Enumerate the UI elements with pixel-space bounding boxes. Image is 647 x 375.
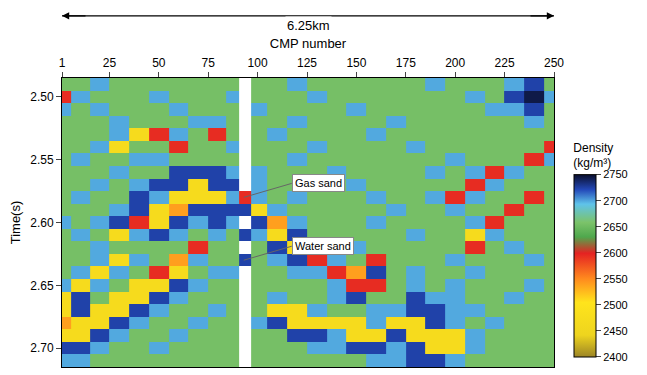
svg-text:2.70: 2.70	[30, 341, 54, 355]
svg-text:Water sand: Water sand	[295, 240, 351, 252]
svg-text:Gas sand: Gas sand	[295, 177, 342, 189]
svg-text:200: 200	[445, 56, 465, 70]
svg-text:2.65: 2.65	[30, 279, 54, 293]
svg-text:175: 175	[396, 56, 416, 70]
svg-text:1: 1	[59, 56, 66, 70]
svg-text:2700: 2700	[603, 195, 627, 207]
svg-text:2450: 2450	[603, 325, 627, 337]
svg-text:25: 25	[103, 56, 117, 70]
svg-text:225: 225	[495, 56, 515, 70]
svg-text:2750: 2750	[603, 168, 627, 180]
svg-text:2.55: 2.55	[30, 153, 54, 167]
svg-text:50: 50	[152, 56, 166, 70]
svg-text:CMP number: CMP number	[270, 36, 347, 51]
svg-text:Density(kg/m³): Density(kg/m³)	[573, 141, 613, 171]
svg-text:2550: 2550	[603, 273, 627, 285]
svg-text:2400: 2400	[603, 351, 627, 363]
svg-text:2650: 2650	[603, 221, 627, 233]
svg-text:100: 100	[248, 56, 268, 70]
svg-text:2.60: 2.60	[30, 216, 54, 230]
svg-text:125: 125	[297, 56, 317, 70]
svg-text:2500: 2500	[603, 299, 627, 311]
svg-text:2600: 2600	[603, 247, 627, 259]
svg-text:2.50: 2.50	[30, 90, 54, 104]
svg-text:75: 75	[202, 56, 216, 70]
svg-text:250: 250	[544, 56, 564, 70]
svg-text:150: 150	[346, 56, 366, 70]
svg-text:6.25km: 6.25km	[287, 18, 330, 33]
svg-text:Time(s): Time(s)	[8, 201, 23, 245]
